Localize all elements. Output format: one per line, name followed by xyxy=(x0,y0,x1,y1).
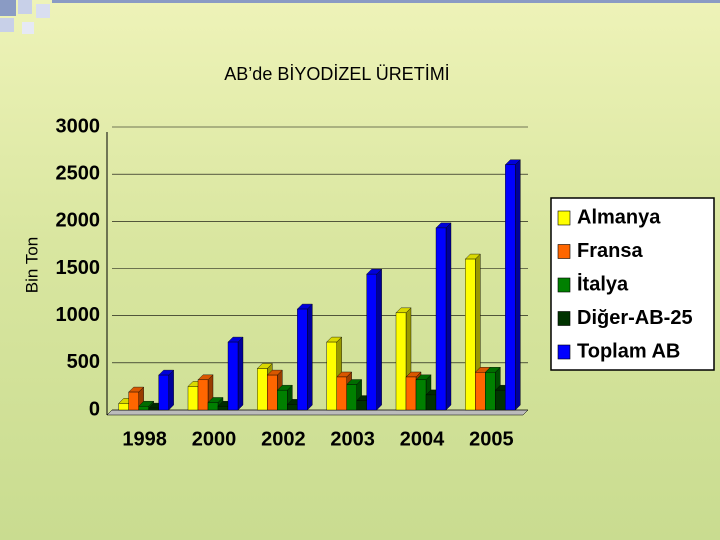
bar xyxy=(505,164,516,411)
bar xyxy=(346,384,357,411)
bar xyxy=(128,391,139,411)
legend-label: Fransa xyxy=(577,240,643,262)
bar xyxy=(356,400,367,411)
y-tick-label: 2500 xyxy=(56,162,101,184)
bar xyxy=(287,404,298,411)
bar xyxy=(475,372,486,411)
y-tick-label: 1500 xyxy=(56,257,101,279)
x-tick-label: 1998 xyxy=(122,428,167,450)
chart-title: AB’de BİYODİZEL ÜRETİMİ xyxy=(224,64,449,84)
y-tick-label: 500 xyxy=(67,351,100,373)
bar xyxy=(435,227,447,411)
bar xyxy=(207,402,219,411)
bar xyxy=(277,389,288,411)
bar-side xyxy=(237,336,244,411)
bar xyxy=(485,372,496,411)
bar xyxy=(227,341,239,411)
y-tick-label: 1000 xyxy=(56,304,101,326)
bar xyxy=(257,368,268,411)
bar-side xyxy=(376,268,382,411)
bar xyxy=(465,258,476,411)
legend-swatch xyxy=(557,344,571,360)
x-tick-label: 2003 xyxy=(330,428,375,450)
x-tick-label: 2004 xyxy=(400,428,445,450)
bar xyxy=(217,406,229,411)
bar xyxy=(326,341,337,411)
legend-label: İtalya xyxy=(577,272,629,295)
bar xyxy=(495,389,506,411)
y-tick-label: 3000 xyxy=(56,115,101,137)
legend-label: Almanya xyxy=(577,206,661,228)
plot-floor xyxy=(106,409,529,416)
bar xyxy=(297,308,308,411)
legend-swatch xyxy=(557,244,571,259)
bar xyxy=(336,376,347,411)
x-tick-label: 2002 xyxy=(261,428,306,450)
bar xyxy=(405,376,417,411)
x-tick-label: 2005 xyxy=(469,428,514,450)
bar xyxy=(395,312,407,411)
legend-swatch xyxy=(557,311,571,326)
x-tick-label: 2000 xyxy=(192,428,237,450)
bar xyxy=(425,394,437,411)
decoration xyxy=(0,0,720,34)
bar-side xyxy=(445,222,452,411)
bar-side xyxy=(307,303,313,411)
y-tick-label: 0 xyxy=(89,398,100,420)
bar xyxy=(118,403,129,411)
bar xyxy=(415,379,427,411)
bar-side xyxy=(515,159,521,411)
legend-swatch xyxy=(557,210,571,226)
bar-side xyxy=(168,369,174,411)
bar xyxy=(158,374,169,411)
legend-box xyxy=(550,197,715,371)
bar xyxy=(138,406,149,411)
bar xyxy=(366,273,377,411)
legend-swatch xyxy=(557,277,571,293)
bar xyxy=(148,407,159,411)
bar xyxy=(267,374,278,411)
bar xyxy=(197,379,209,411)
legend-label: Toplam AB xyxy=(577,340,680,362)
y-axis-label: Bin Ton xyxy=(22,237,41,293)
bar xyxy=(187,386,199,411)
legend-label: Diğer-AB-25 xyxy=(577,307,693,329)
y-tick-label: 2000 xyxy=(56,210,101,232)
